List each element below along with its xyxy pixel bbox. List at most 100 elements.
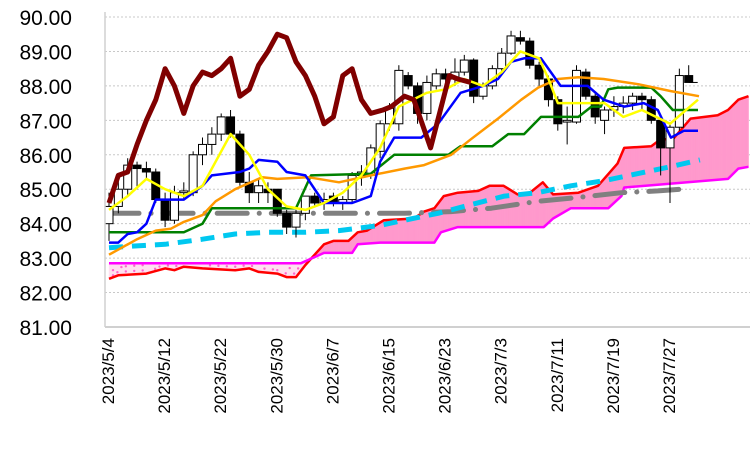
cloud-dot (158, 265, 161, 268)
cloud-dot (141, 269, 144, 272)
candle-down (226, 116, 236, 135)
cloud-fill-bullish (510, 189, 514, 228)
cloud-fill-bullish (695, 117, 699, 182)
cloud-dot (124, 270, 128, 273)
candle-up (198, 143, 207, 156)
chikou-span-line (106, 31, 472, 204)
cloud-fill-bullish (653, 142, 657, 186)
cloud-fill-bullish (639, 146, 643, 187)
cloud-fill-bullish (513, 191, 516, 228)
cloud-fill-bullish (421, 211, 425, 243)
cloud-fill-bullish (651, 143, 654, 186)
cloud-fill-bullish (683, 122, 687, 183)
cloud-fill-bullish (746, 95, 749, 168)
cloud-fill-bullish (625, 147, 629, 188)
ichimoku-cloud (108, 95, 749, 280)
candle-down (637, 95, 647, 101)
cloud-fill-bullish (536, 184, 540, 228)
candle-down (310, 195, 320, 204)
y-tick-label: 81.00 (19, 317, 72, 340)
cloud-fill-bullish (340, 240, 343, 254)
cloud-fill-bearish (288, 263, 292, 278)
x-tick-label: 2023/7/27 (660, 338, 679, 414)
cloud-fill-bullish (436, 202, 439, 241)
cloud-fill-bullish (520, 194, 523, 228)
x-tick-label: 2023/5/22 (211, 338, 230, 414)
candle-up (628, 95, 638, 104)
cloud-fill-bullish (424, 210, 428, 243)
cloud-fill-bullish (573, 192, 577, 209)
cloud-fill-bullish (648, 145, 652, 186)
x-tick-label: 2023/6/7 (323, 338, 342, 404)
cloud-fill-bullish (613, 164, 617, 204)
senkou-span-b-line (109, 165, 749, 265)
candle-down (132, 164, 142, 170)
cloud-dot (217, 264, 220, 268)
x-tick-label: 2023/7/11 (548, 338, 567, 412)
cloud-fill-bullish (632, 146, 636, 188)
cloud-fill-bullish (569, 192, 573, 210)
x-tick-label: 2023/7/3 (492, 338, 511, 404)
y-tick-label: 82.00 (19, 283, 72, 306)
cloud-fill-bullish (571, 192, 575, 209)
cloud-dot (234, 265, 237, 268)
cloud-fill-bullish (358, 231, 362, 245)
candle-up (179, 190, 189, 194)
candle-down (160, 199, 170, 221)
candle-down (403, 75, 413, 87)
cloud-fill-bullish (730, 104, 734, 177)
cloud-fill-bullish (403, 218, 407, 243)
cloud-dot (116, 271, 119, 274)
cloud-fill-bullish (344, 240, 348, 254)
y-tick-label: 89.00 (19, 41, 72, 64)
cloud-fill-bullish (342, 240, 346, 254)
cloud-fill-bullish (529, 190, 533, 228)
cloud-fill-bullish (707, 115, 710, 181)
cloud-fill-bullish (438, 198, 442, 237)
cloud-fill-bullish (480, 188, 484, 228)
cloud-fill-bullish (580, 190, 584, 209)
cloud-fill-bullish (627, 147, 631, 188)
y-axis: 81.00 82.00 83.00 84.00 85.00 86.00 87.00 88.00… (19, 7, 106, 340)
cloud-fill-bullish (641, 146, 645, 187)
cloud-dot (284, 272, 287, 275)
candle-down (469, 59, 479, 97)
cloud-fill-bearish (122, 263, 126, 276)
cloud-fill-bearish (139, 263, 142, 275)
cloud-fill-bearish (267, 263, 271, 274)
cloud-fill-bullish (742, 97, 746, 169)
cloud-dot (124, 265, 128, 268)
cloud-dot (133, 264, 136, 267)
candle-down (534, 64, 544, 80)
cloud-dot (296, 267, 300, 270)
senkou-span-a-line (108, 95, 749, 280)
cloud-fill-bearish (136, 263, 140, 275)
cloud-fill-bullish (419, 212, 423, 243)
cloud-fill-bullish (531, 188, 535, 228)
candle-down (684, 75, 694, 83)
cloud-fill-bearish (286, 263, 290, 278)
cloud-fill-bearish (118, 263, 121, 276)
candle-down (282, 212, 292, 228)
candle-down (581, 71, 591, 97)
cloud-fill-bullish (681, 125, 685, 184)
cloud-fill-bullish (400, 218, 404, 243)
cloud-fill-bullish (468, 191, 472, 228)
candle-up (497, 52, 507, 70)
cloud-fill-bullish (723, 110, 727, 180)
candle-up (459, 59, 469, 73)
candle-up (254, 185, 264, 194)
cloud-fill-bearish (291, 263, 294, 278)
cloud-fill-bullish (548, 188, 552, 224)
cloud-dot (120, 265, 123, 269)
candle-up (674, 75, 684, 128)
cloud-fill-bullish (522, 194, 526, 228)
cloud-fill-bearish (143, 263, 147, 275)
x-tick-label: 2023/5/30 (267, 338, 286, 414)
y-tick-label: 85.00 (19, 179, 72, 202)
cloud-fill-bearish (120, 263, 124, 276)
cloud-fill-bullish (375, 223, 379, 244)
x-tick-label: 2023/5/12 (155, 338, 174, 414)
yellow-moving-average-line (108, 50, 699, 212)
